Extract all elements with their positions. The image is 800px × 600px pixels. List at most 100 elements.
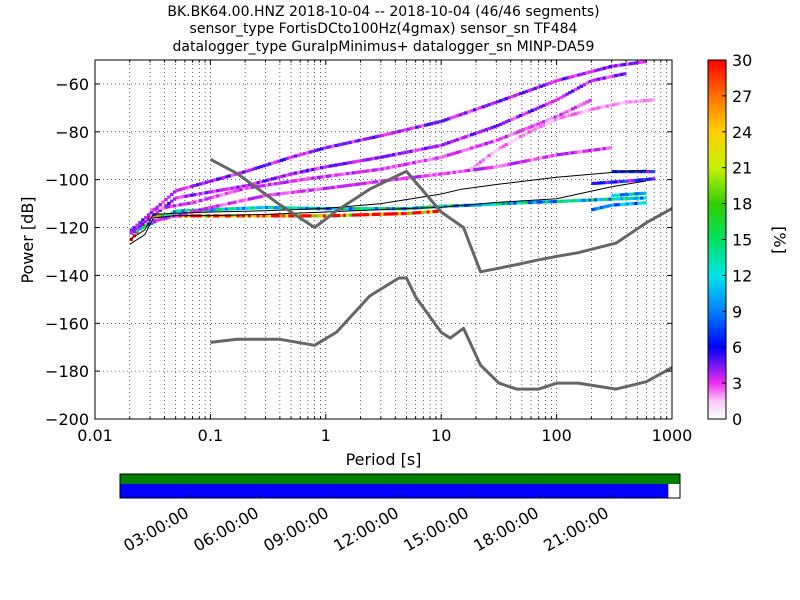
density-cell [366,207,370,211]
density-cell [608,103,613,108]
density-cell [504,143,509,147]
density-cell [302,169,307,173]
density-cell [444,171,448,176]
density-cell [285,173,289,177]
density-cell [542,83,546,87]
density-cell [363,169,367,173]
density-cell [620,179,624,184]
density-cell [256,165,261,170]
density-cell [383,207,387,211]
density-cell [245,169,249,173]
density-cell [521,133,526,137]
density-cell [279,158,284,162]
density-cell [441,172,445,176]
density-cell [201,191,206,195]
density-cell [345,161,350,165]
density-cell [449,140,454,144]
density-cell [553,115,558,119]
density-cell [464,169,468,173]
density-cell [542,200,546,204]
density-cell [470,166,474,171]
density-cell [418,124,422,129]
density-cell [510,95,514,99]
density-cell [556,199,561,204]
density-cell [614,169,618,174]
density-cell [490,140,494,144]
density-cell [351,171,356,175]
density-cell [524,200,529,205]
density-cell [562,111,566,115]
density-cell [371,168,376,172]
density-cell [256,184,261,188]
density-cell [247,214,252,218]
density-cell [576,73,581,77]
density-cell [360,158,364,163]
density-cell [227,174,232,178]
density-cell [245,214,249,218]
density-cell [568,199,572,203]
density-cell [302,214,307,218]
density-cell [415,148,419,152]
density-cell [519,129,523,133]
density-cell [308,206,312,210]
density-cell [357,207,362,211]
density-cell [594,181,598,185]
density-cell [325,186,330,190]
density-cell [377,155,382,160]
density-cell [233,207,237,211]
density-cell [135,223,139,227]
density-cell [279,174,284,179]
density-cell [637,192,641,196]
density-cell [521,159,526,164]
density-cell [273,182,278,186]
density-cell [155,218,160,222]
density-cell [545,122,549,126]
density-cell [302,152,307,156]
density-cell [279,206,284,210]
density-cell [141,222,145,226]
density-cell [643,177,647,182]
density-cell [242,206,246,210]
density-cell [599,147,604,151]
density-cell [369,180,373,185]
density-cell [628,179,633,183]
density-cell [348,160,353,165]
density-cell [343,141,347,146]
density-cell [170,215,174,219]
density-cell [178,187,183,192]
x-tick-label: 0.1 [198,426,223,445]
density-cell [221,188,226,192]
density-cell [556,78,561,82]
density-cell [276,214,281,218]
density-cell [484,104,488,108]
density-cell [568,91,572,95]
density-cell [224,175,229,179]
density-cell [204,206,209,211]
density-cell [591,78,595,82]
density-cell [354,207,359,211]
density-cell [637,178,641,182]
density-cell [276,192,281,196]
density-cell [507,133,512,138]
density-cell [302,206,307,210]
density-cell [643,201,647,205]
density-cell [158,208,162,212]
density-cell [193,183,197,188]
density-cell [389,153,393,157]
density-cell [547,117,552,122]
density-cell [545,82,549,86]
density-cell [547,200,552,204]
density-cell [343,213,347,217]
density-cell [614,203,618,207]
density-cell [380,133,385,138]
density-cell [371,207,376,211]
density-cell [565,110,569,114]
density-cell [481,166,486,171]
density-cell [596,198,601,202]
density-cell [481,142,486,147]
density-cell [637,60,641,65]
density-cell [363,213,367,217]
density-cell [605,180,610,185]
density-cell [643,191,647,195]
density-cell [516,201,520,205]
